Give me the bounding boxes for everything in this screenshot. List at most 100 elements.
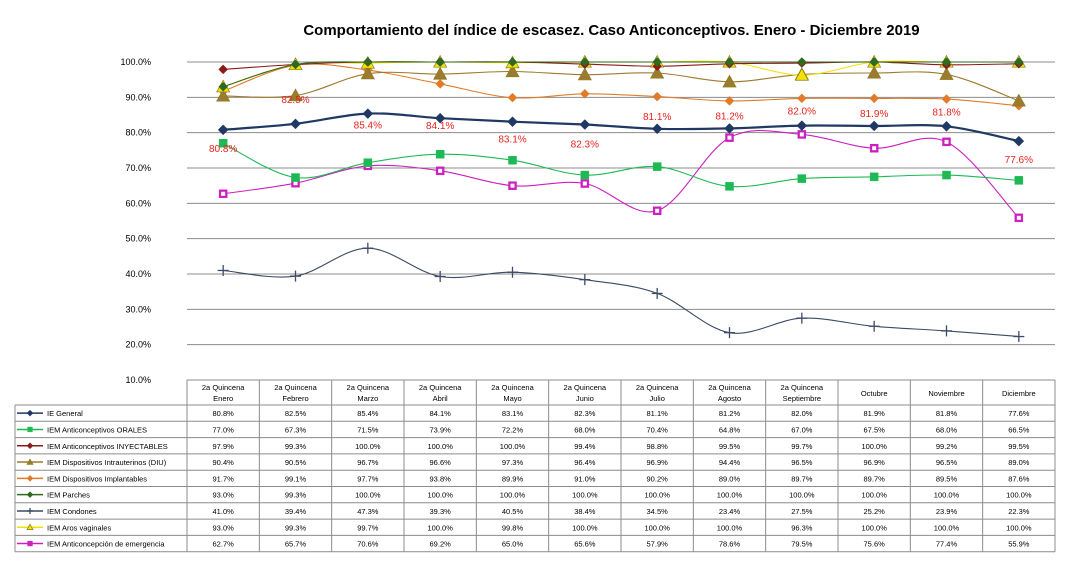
- x-tick-label: Diciembre: [1002, 389, 1036, 398]
- table-cell: 97.3%: [502, 458, 524, 467]
- table-cell: 100.0%: [861, 442, 887, 451]
- series-line: [223, 129, 1020, 219]
- x-tick-label: Marzo: [357, 394, 378, 403]
- data-point-marker: [869, 57, 880, 67]
- data-point-marker: [724, 96, 735, 106]
- data-label: 84.1%: [426, 121, 454, 132]
- series-lines: [222, 60, 1020, 338]
- table-cell: 40.5%: [502, 507, 524, 516]
- table-cell: 80.8%: [213, 409, 235, 418]
- x-tick-label: 2a Quincena: [491, 383, 534, 392]
- data-point-marker: [505, 64, 520, 78]
- table-cell: 84.1%: [430, 409, 452, 418]
- table-cell: 90.5%: [285, 458, 307, 467]
- chart-title: Comportamiento del índice de escasez. Ca…: [303, 22, 920, 39]
- data-point-marker: [26, 458, 34, 465]
- marker-inner: [655, 208, 660, 213]
- marker-inner: [221, 191, 226, 196]
- data-point-marker: [26, 442, 34, 450]
- table-cell: 85.4%: [357, 409, 379, 418]
- table-cell: 98.8%: [647, 442, 669, 451]
- table-cell: 100.0%: [1006, 491, 1032, 500]
- x-tick-label: 2a Quincena: [708, 383, 751, 392]
- table-cell: 100.0%: [717, 523, 743, 532]
- data-point-marker: [1013, 57, 1024, 67]
- data-point-marker: [26, 491, 34, 499]
- data-point-marker: [27, 426, 33, 433]
- series-line: [223, 70, 1019, 102]
- table-cell: 100.0%: [427, 491, 453, 500]
- x-tick-label: Julio: [649, 394, 664, 403]
- table-cell: 100.0%: [427, 523, 453, 532]
- table-cell: 99.7%: [791, 442, 813, 451]
- data-point-marker: [869, 172, 879, 182]
- table-cell: 100.0%: [1006, 523, 1032, 532]
- data-point-marker: [579, 274, 591, 286]
- data-labels: 80.8% 82.5% 85.4% 84.1% 83.1% 82.3% 81.1% 81.2%…: [209, 95, 1033, 166]
- table-cell: 23.9%: [936, 507, 958, 516]
- data-point-marker: [652, 91, 663, 102]
- legend-label: IEM Aros vaginales: [47, 523, 111, 532]
- table-cell: 99.5%: [719, 442, 741, 451]
- table-cell: 67.5%: [864, 425, 886, 434]
- table-cell: 75.6%: [864, 540, 886, 549]
- table-cell: 81.8%: [936, 409, 958, 418]
- x-tick-label: 2a Quincena: [636, 383, 679, 392]
- data-point-marker: [362, 108, 374, 119]
- data-point-marker: [507, 57, 518, 67]
- x-tick-label: Mayo: [503, 394, 521, 403]
- table-cell: 64.8%: [719, 425, 741, 434]
- data-point-marker: [724, 327, 735, 339]
- x-tick-label: 2a Quincena: [781, 383, 824, 392]
- data-point-marker: [867, 65, 882, 79]
- data-point-marker: [27, 507, 33, 514]
- data-label: 85.4%: [354, 121, 382, 132]
- data-point-marker: [362, 242, 374, 254]
- table-cell: 65.7%: [285, 540, 307, 549]
- data-point-marker: [26, 474, 34, 482]
- data-point-marker: [507, 92, 518, 103]
- y-tick-label: 40.0%: [125, 269, 151, 279]
- data-point-marker: [579, 88, 590, 99]
- table-cell: 62.7%: [213, 540, 235, 549]
- table-cell: 22.3%: [1008, 507, 1030, 516]
- table-cell: 100.0%: [355, 442, 381, 451]
- data-point-marker: [290, 118, 301, 130]
- data-point-marker: [363, 158, 373, 167]
- data-point-marker: [217, 264, 229, 276]
- y-tick-label: 50.0%: [125, 234, 151, 244]
- table-cell: 91.0%: [574, 474, 596, 483]
- data-point-marker: [941, 94, 952, 104]
- data-point-marker: [1013, 135, 1025, 147]
- table-cell: 96.9%: [647, 458, 669, 467]
- y-tick-label: 100.0%: [120, 57, 151, 67]
- table-cell: 87.6%: [1008, 474, 1030, 483]
- x-tick-label: 2a Quincena: [564, 383, 607, 392]
- data-label: 81.9%: [860, 109, 888, 120]
- legend-label: IEM Parches: [47, 491, 90, 500]
- table-cell: 93.8%: [430, 474, 452, 483]
- table-cell: 100.0%: [717, 491, 743, 500]
- table-cell: 93.0%: [213, 491, 235, 500]
- legend-label: IEM Anticoncepción de emergencia: [47, 540, 165, 549]
- data-label: 81.8%: [932, 107, 960, 118]
- data-point-marker: [942, 170, 951, 180]
- legend-label: IE General: [47, 409, 83, 418]
- x-tick-label: Octubre: [861, 389, 888, 398]
- data-point-marker: [290, 270, 301, 282]
- table-cell: 81.9%: [864, 409, 886, 418]
- data-label: 82.0%: [788, 107, 816, 118]
- x-tick-label: Noviembre: [928, 389, 964, 398]
- data-point-marker: [794, 67, 809, 81]
- legend-label: IEM Anticonceptivos INYECTABLES: [47, 442, 168, 451]
- table-cell: 90.2%: [647, 474, 669, 483]
- table-cell: 81.1%: [647, 409, 669, 418]
- data-point-marker: [288, 88, 303, 102]
- y-axis: 10.0% 20.0% 30.0% 40.0% 50.0% 60.0% 70.0% 80.0%…: [120, 57, 151, 385]
- table-cell: 89.9%: [502, 474, 524, 483]
- y-tick-label: 90.0%: [125, 92, 151, 102]
- x-tick-label: Agosto: [718, 394, 741, 403]
- x-tick-label: Septiembre: [783, 394, 821, 403]
- series-markers: [216, 54, 1026, 343]
